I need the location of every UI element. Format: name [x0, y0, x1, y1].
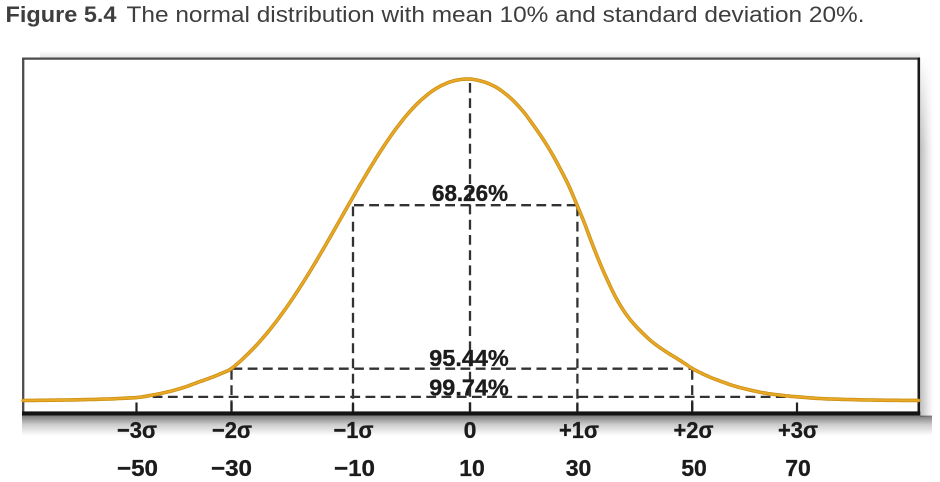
svg-text:95.44%: 95.44% [429, 345, 509, 371]
svg-text:−50: −50 [117, 455, 158, 481]
svg-text:10: 10 [459, 455, 485, 481]
svg-text:Figure 5.4: Figure 5.4 [6, 2, 117, 27]
svg-text:99.74%: 99.74% [429, 374, 509, 400]
svg-text:The normal distribution with m: The normal distribution with mean 10% an… [127, 2, 865, 27]
svg-text:−3σ: −3σ [117, 417, 157, 443]
svg-text:+3σ: +3σ [778, 417, 818, 443]
svg-text:50: 50 [681, 455, 707, 481]
svg-text:68.26%: 68.26% [432, 180, 508, 206]
svg-text:+1σ: +1σ [559, 417, 599, 443]
svg-text:−1σ: −1σ [334, 417, 374, 443]
svg-text:−2σ: −2σ [212, 417, 252, 443]
svg-text:70: 70 [785, 455, 811, 481]
svg-text:0: 0 [464, 417, 477, 443]
svg-text:+2σ: +2σ [674, 417, 714, 443]
svg-text:30: 30 [566, 455, 592, 481]
svg-text:−30: −30 [211, 455, 252, 481]
svg-text:−10: −10 [334, 455, 375, 481]
